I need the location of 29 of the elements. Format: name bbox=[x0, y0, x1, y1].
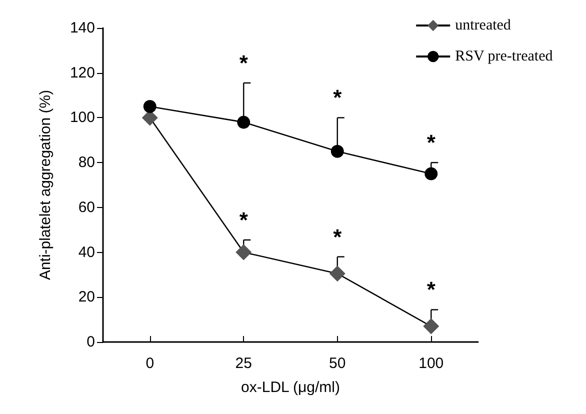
point bbox=[143, 100, 156, 113]
y-tick-label: 140 bbox=[70, 20, 95, 36]
point bbox=[329, 266, 346, 282]
y-tick-label: 0 bbox=[86, 334, 95, 350]
x-tick-label: 50 bbox=[329, 355, 346, 372]
annotation: * bbox=[239, 207, 248, 232]
point bbox=[423, 318, 440, 334]
y-tick-label: 100 bbox=[70, 109, 95, 126]
y-tick-label: 120 bbox=[70, 64, 95, 82]
x-tick-label: 25 bbox=[235, 355, 252, 372]
point bbox=[237, 116, 250, 129]
y-tick-label: 40 bbox=[78, 244, 95, 261]
x-tick-label: 0 bbox=[146, 355, 154, 372]
y-tick-label: 80 bbox=[78, 154, 95, 172]
annotation: * bbox=[239, 50, 248, 76]
y-tick-label: 60 bbox=[78, 198, 95, 216]
legend-label: RSV pre-treated bbox=[455, 48, 554, 64]
y-tick-label: 20 bbox=[78, 288, 95, 306]
annotation: * bbox=[426, 130, 436, 156]
point bbox=[424, 167, 438, 180]
annotation: * bbox=[333, 85, 342, 110]
point bbox=[330, 144, 344, 158]
x-tick-label: 100 bbox=[418, 355, 444, 372]
annotation: * bbox=[333, 224, 342, 250]
x-axis-title: ox-LDL (μg/ml) bbox=[241, 379, 340, 396]
legend-label: untreated bbox=[455, 18, 512, 34]
annotation: * bbox=[426, 277, 436, 302]
y-axis-title: Anti-platelet aggregation (%) bbox=[37, 90, 54, 280]
point bbox=[236, 244, 252, 260]
